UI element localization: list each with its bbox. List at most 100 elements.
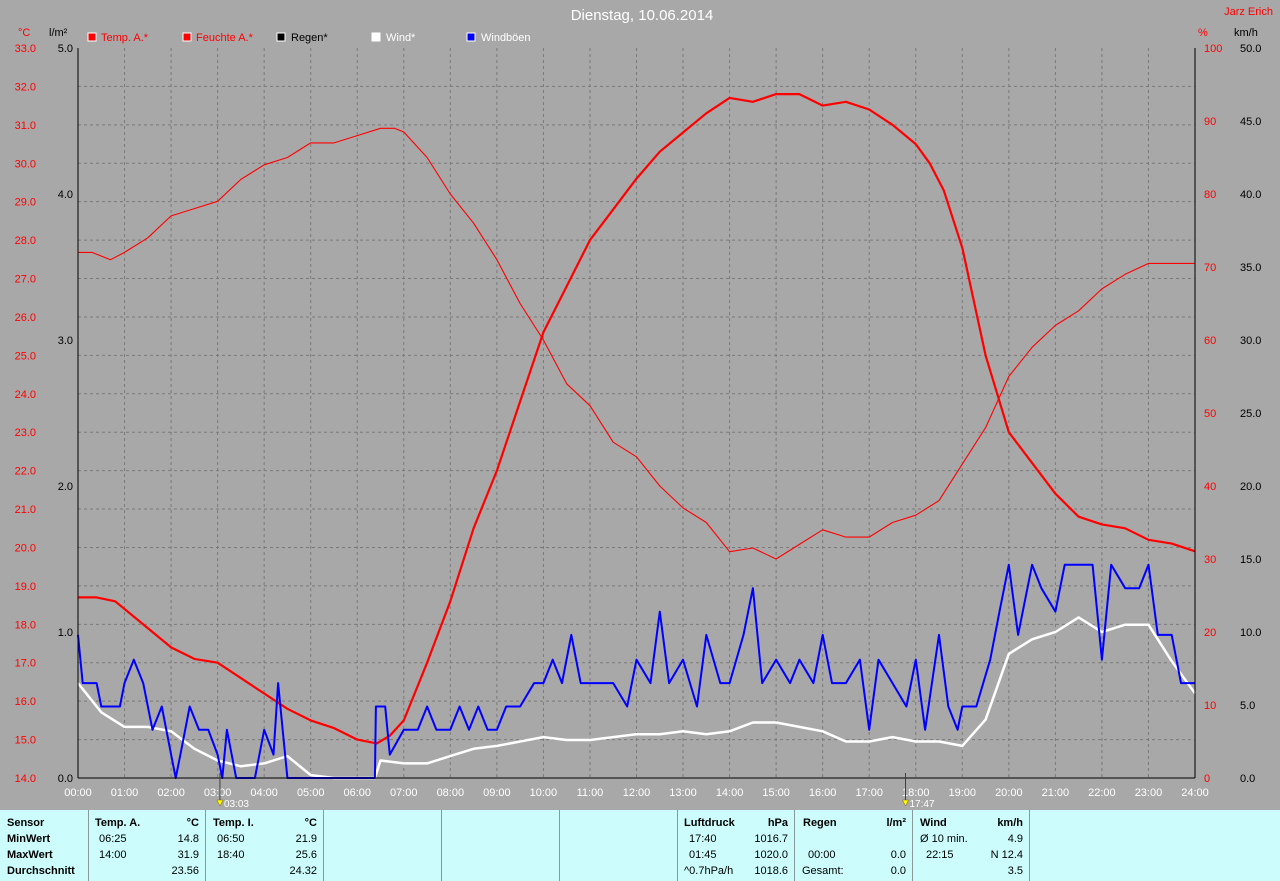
x-tick-label: 01:00 — [111, 787, 139, 799]
series-layer — [77, 92, 1197, 780]
wind-tick-label: 5.0 — [1240, 700, 1255, 712]
temp-tick-label: 24.0 — [15, 389, 36, 401]
temp-indoor-min-time: 06:50 — [217, 833, 245, 845]
rain-unit-label: l/m² — [49, 27, 68, 39]
x-tick-label: 19:00 — [949, 787, 977, 799]
temp-tick-label: 27.0 — [15, 274, 36, 286]
rain-tick-label: 2.0 — [58, 481, 73, 493]
legend-swatch-gusts — [466, 32, 476, 42]
legend-label-gusts: Windböen — [481, 32, 531, 44]
rain-total-label: Gesamt: — [802, 865, 844, 877]
marker-label: 17:47 — [910, 799, 935, 810]
temp-outdoor-unit: °C — [186, 817, 199, 829]
wind-tick-label: 30.0 — [1240, 335, 1261, 347]
temp-indoor-header: Temp. I. — [213, 817, 254, 829]
time-markers: 03:03 17:47 — [216, 773, 935, 810]
humidity-unit-label: % — [1198, 27, 1208, 39]
stats-sensor-header: Sensor — [7, 817, 45, 829]
humidity-tick-label: 40 — [1204, 481, 1216, 493]
x-tick-label: 03:00 — [204, 787, 232, 799]
legend-swatch-temp — [87, 32, 97, 42]
rain-tick-label: 4.0 — [58, 189, 73, 201]
legend-label-rain: Regen* — [291, 32, 328, 44]
x-tick-label: 11:00 — [577, 787, 604, 799]
stats-sensor-column: Sensor MinWert MaxWert Durchschnitt — [0, 810, 89, 881]
rain-unit: l/m² — [886, 817, 906, 829]
temp-axis: 14.0 15.0 16.0 17.0 18.0 19.0 20.0 21.0 22.0 23.0… — [15, 43, 36, 785]
wind-tick-label: 10.0 — [1240, 627, 1261, 639]
wind-avg: 3.5 — [1007, 865, 1023, 877]
temp-tick-label: 28.0 — [15, 235, 36, 247]
x-tick-label: 21:00 — [1042, 787, 1070, 799]
rain-time: 00:00 — [808, 849, 836, 861]
pressure-avg: 1018.6 — [754, 865, 788, 877]
stats-empty-3 — [560, 810, 678, 881]
wind-header: Wind — [920, 817, 947, 829]
x-tick-label: 02:00 — [157, 787, 185, 799]
temp-tick-label: 26.0 — [15, 312, 36, 324]
legend-item-temp: Temp. A.* — [87, 32, 149, 44]
x-tick-label: 16:00 — [809, 787, 837, 799]
wind-tick-label: 40.0 — [1240, 189, 1261, 201]
rain-axis: 0.0 1.0 2.0 3.0 4.0 5.0 — [58, 43, 73, 785]
wind-avg10-value: 4.9 — [1007, 833, 1023, 845]
wind-tick-label: 25.0 — [1240, 408, 1261, 420]
humidity-tick-label: 70 — [1204, 262, 1216, 274]
temp-outdoor-header: Temp. A. — [95, 817, 141, 829]
x-tick-label: 09:00 — [483, 787, 511, 799]
series-wind-line — [77, 616, 1197, 780]
series-gusts-line — [77, 563, 1195, 779]
temp-indoor-unit: °C — [304, 817, 317, 829]
temp-tick-label: 17.0 — [15, 658, 36, 670]
x-tick-label: 04:00 — [250, 787, 278, 799]
x-tick-label: 07:00 — [390, 787, 418, 799]
wind-avg10-label: Ø 10 min. — [920, 833, 968, 845]
x-tick-label: 12:00 — [623, 787, 651, 799]
x-tick-label: 10:00 — [530, 787, 558, 799]
x-tick-label: 23:00 — [1135, 787, 1163, 799]
temp-indoor-max-time: 18:40 — [217, 849, 245, 861]
marker-icon — [902, 799, 909, 807]
stats-avg-label: Durchschnitt — [7, 865, 75, 877]
wind-tick-label: 0.0 — [1240, 773, 1255, 785]
temp-tick-label: 19.0 — [15, 581, 36, 593]
series-humidity-line — [78, 127, 1195, 560]
stats-temp-outdoor: Temp. A. °C 06:25 14.8 14:00 31.9 23.56 — [89, 810, 206, 881]
legend: Temp. A.* Feuchte A.* Regen* Wind* Windb… — [87, 32, 531, 44]
pressure-max-time: 01:45 — [689, 849, 717, 861]
wind-tick-label: 20.0 — [1240, 481, 1261, 493]
humidity-tick-label: 20 — [1204, 627, 1216, 639]
marker-icon — [216, 799, 224, 807]
weather-chart: 14.0 15.0 16.0 17.0 18.0 19.0 20.0 21.0 22.0 23.0… — [15, 6, 1273, 810]
rain-tick-label: 3.0 — [58, 335, 73, 347]
x-tick-label: 13:00 — [669, 787, 697, 799]
legend-item-gusts: Windböen — [466, 32, 531, 44]
x-tick-label: 17:00 — [855, 787, 883, 799]
wind-tick-label: 45.0 — [1240, 116, 1261, 128]
temp-tick-label: 18.0 — [15, 619, 36, 631]
humidity-axis: 0 10 20 30 40 50 60 70 80 90 100 — [1204, 43, 1222, 785]
temp-tick-label: 22.0 — [15, 466, 36, 478]
statistics-panel: Sensor MinWert MaxWert Durchschnitt Temp… — [0, 810, 1280, 881]
rain-tick-label: 1.0 — [58, 627, 73, 639]
x-tick-label: 08:00 — [437, 787, 465, 799]
temp-tick-label: 20.0 — [15, 542, 36, 554]
wind-axis: 0.0 5.0 10.0 15.0 20.0 25.0 30.0 35.0 40.0 45.0 50… — [1240, 43, 1261, 785]
temp-outdoor-avg: 23.56 — [171, 865, 199, 877]
rain-tick-label: 0.0 — [58, 773, 73, 785]
humidity-tick-label: 90 — [1204, 116, 1216, 128]
legend-swatch-humidity — [182, 32, 192, 42]
temp-tick-label: 33.0 — [15, 43, 36, 55]
temp-outdoor-max-value: 31.9 — [177, 849, 199, 861]
legend-label-humidity: Feuchte A.* — [196, 32, 254, 44]
x-tick-label: 24:00 — [1181, 787, 1209, 799]
x-tick-label: 05:00 — [297, 787, 325, 799]
pressure-unit: hPa — [767, 817, 788, 829]
legend-item-wind: Wind* — [371, 32, 416, 44]
marker-label: 03:03 — [224, 799, 249, 810]
author-label: Jarz Erich — [1224, 6, 1273, 18]
stats-pressure: Luftdruck hPa 17:40 1016.7 01:45 1020.0 … — [678, 810, 795, 881]
legend-item-rain: Regen* — [276, 32, 328, 44]
pressure-trend: ^0.7hPa/h — [684, 865, 734, 877]
temp-tick-label: 31.0 — [15, 120, 36, 132]
